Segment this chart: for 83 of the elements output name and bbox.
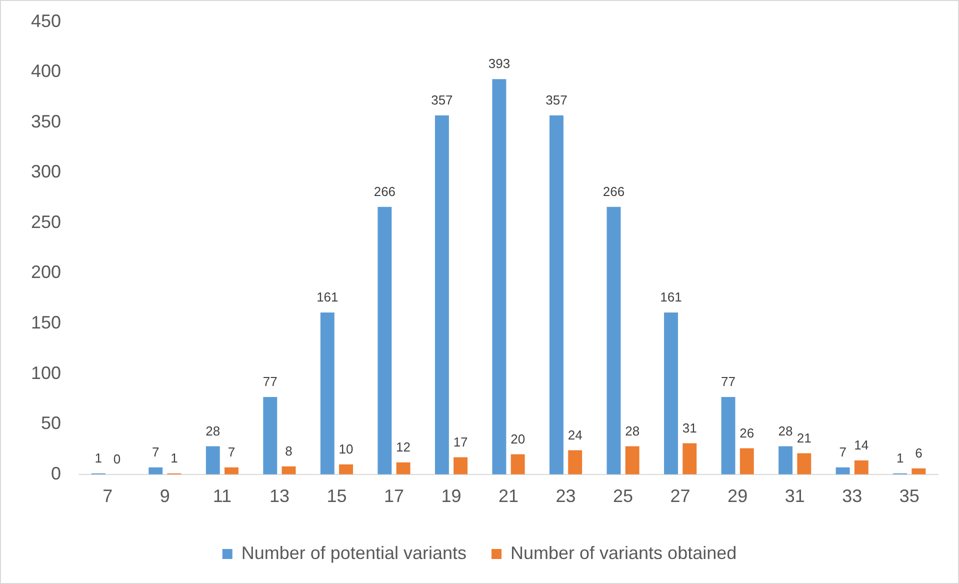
bar (378, 206, 392, 474)
data-label: 26 (740, 425, 754, 440)
data-label: 6 (915, 445, 922, 460)
data-label: 17 (453, 434, 468, 450)
data-label: 24 (568, 427, 582, 442)
data-label: 28 (778, 423, 793, 438)
bar (224, 467, 238, 474)
data-label: 161 (660, 290, 682, 305)
data-label: 7 (839, 444, 846, 460)
bar (664, 312, 678, 474)
data-label: 357 (431, 92, 453, 108)
data-label: 1 (170, 450, 178, 466)
data-label: 266 (602, 184, 625, 199)
y-tick-label: 0 (51, 463, 62, 484)
bar (836, 467, 850, 474)
y-tick-label: 350 (30, 111, 62, 132)
bar (854, 460, 868, 474)
bar (320, 312, 334, 474)
bar (549, 115, 564, 474)
x-tick-label: 23 (556, 486, 576, 506)
bar (682, 443, 697, 474)
y-tick-label: 100 (30, 362, 62, 383)
bar (625, 446, 640, 474)
x-tick-label: 21 (498, 486, 519, 506)
y-tick-label: 450 (30, 10, 62, 31)
data-label: 266 (374, 184, 396, 199)
bar (797, 453, 812, 474)
y-tick-label: 250 (30, 212, 62, 232)
bar (721, 396, 736, 474)
bar (492, 79, 506, 474)
x-tick-label: 29 (728, 486, 748, 506)
y-tick-label: 200 (30, 262, 62, 282)
x-tick-label: 15 (326, 486, 347, 506)
data-label: 31 (682, 420, 697, 436)
y-tick-label: 400 (30, 61, 62, 82)
data-label: 1 (94, 450, 102, 466)
data-label: 393 (488, 56, 510, 72)
x-tick-label: 19 (441, 486, 462, 506)
data-label: 357 (546, 92, 568, 108)
legend-label: Number of variants obtained (510, 542, 737, 563)
data-label: 8 (285, 443, 292, 458)
bar (606, 206, 621, 474)
x-tick-label: 9 (160, 486, 170, 506)
data-label: 10 (338, 441, 354, 456)
bar (339, 464, 354, 474)
data-label: 161 (316, 290, 338, 305)
bar (568, 450, 582, 474)
x-tick-label: 31 (784, 486, 805, 506)
bar (434, 115, 449, 474)
bar (148, 467, 163, 474)
bar (396, 462, 410, 474)
data-label: 7 (228, 444, 236, 460)
data-label: 12 (396, 439, 411, 454)
data-label: 14 (854, 437, 869, 452)
x-tick-label: 33 (842, 486, 862, 506)
bar (740, 448, 754, 474)
data-label: 28 (206, 423, 220, 438)
data-label: 77 (721, 374, 736, 390)
x-tick-label: 7 (102, 486, 113, 506)
data-label: 28 (625, 423, 640, 438)
bar (510, 454, 525, 474)
x-tick-label: 13 (269, 486, 290, 506)
data-label: 21 (796, 430, 812, 446)
y-tick-label: 150 (30, 312, 62, 332)
data-label: 20 (510, 431, 526, 446)
bar (454, 457, 468, 474)
x-tick-label: 25 (613, 486, 634, 506)
bar (206, 446, 220, 474)
x-tick-label: 27 (670, 486, 690, 506)
y-tick-label: 300 (30, 162, 62, 182)
data-label: 77 (262, 374, 278, 390)
x-tick-label: 35 (899, 486, 920, 506)
data-label: 1 (896, 450, 904, 466)
x-tick-label: 17 (384, 486, 404, 506)
data-label: 0 (113, 451, 121, 466)
bar (263, 396, 278, 474)
y-tick-label: 50 (41, 413, 62, 434)
x-tick-label: 11 (212, 486, 232, 506)
bar (282, 466, 296, 474)
legend-label: Number of potential variants (241, 542, 467, 563)
data-label: 7 (152, 444, 160, 460)
bar (778, 446, 793, 474)
bar (912, 468, 926, 474)
